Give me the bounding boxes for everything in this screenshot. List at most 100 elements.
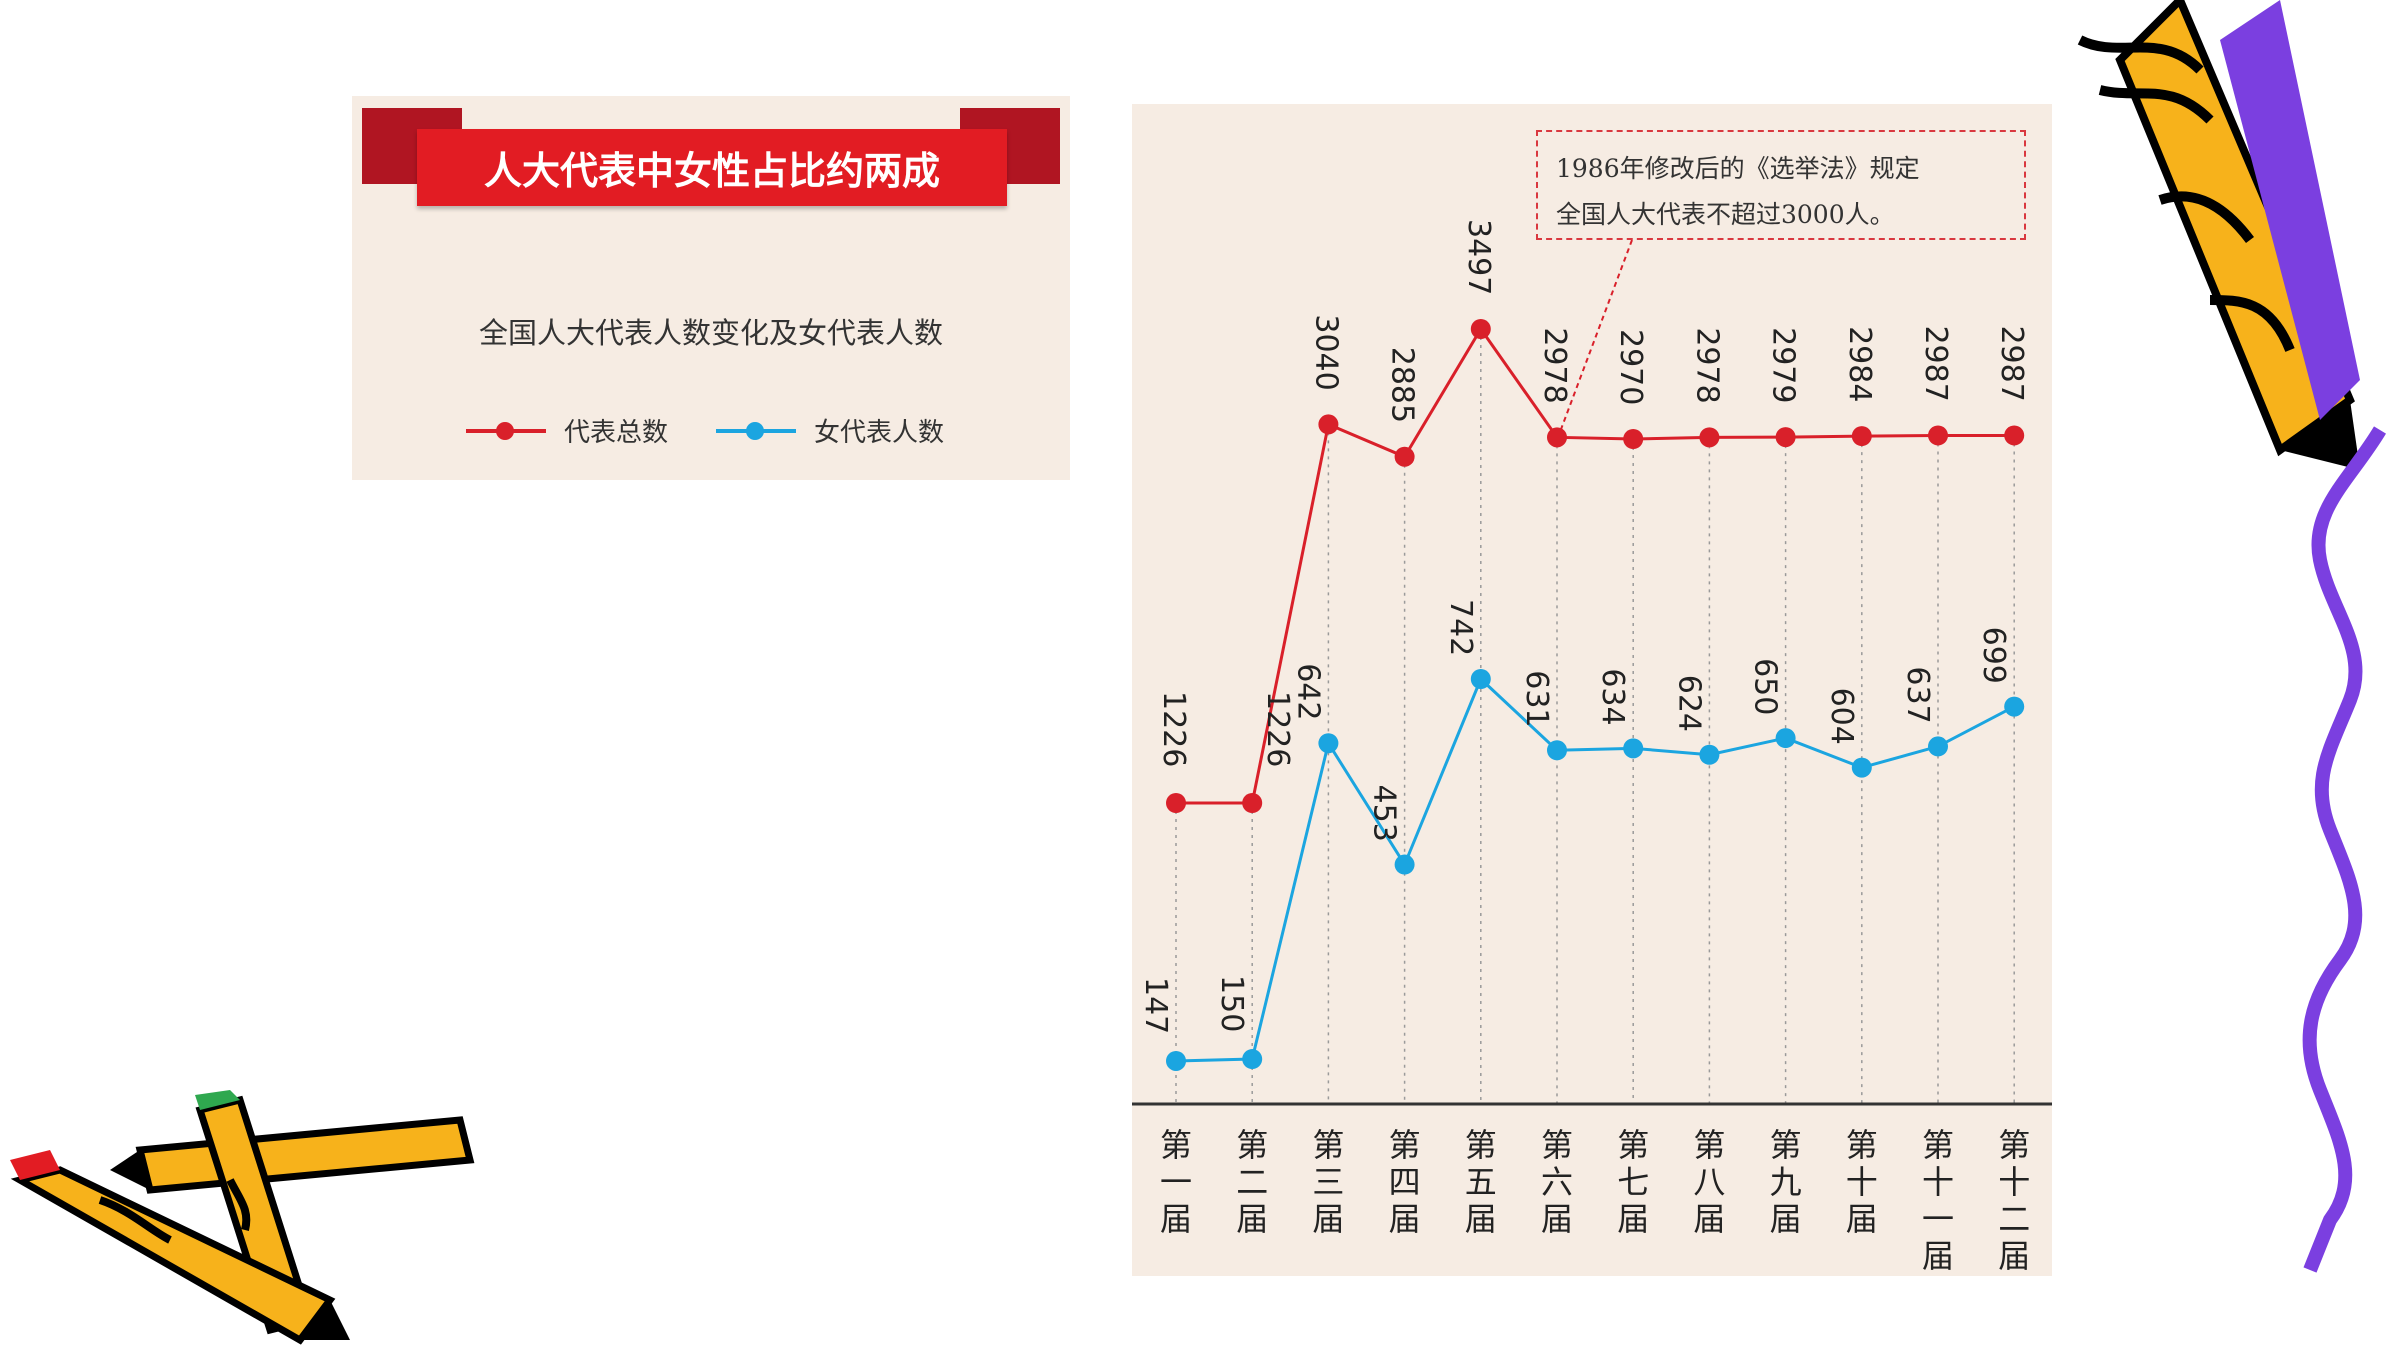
x-tick-label: 届 bbox=[1160, 1200, 1192, 1238]
x-tick-label: 五 bbox=[1465, 1163, 1497, 1201]
x-tick-label: 一 bbox=[1922, 1200, 1954, 1238]
female-value-label: 453 bbox=[1367, 785, 1402, 842]
total-point bbox=[1242, 793, 1263, 813]
female-point bbox=[1928, 736, 1948, 757]
legend-label-total: 代表总数 bbox=[564, 418, 669, 448]
total-point bbox=[1547, 427, 1567, 448]
total-value-label: 1226 bbox=[1260, 691, 1295, 767]
pencil-icon bbox=[10, 1090, 475, 1345]
x-tick-label: 十 bbox=[1846, 1163, 1878, 1201]
x-tick-label: 届 bbox=[1617, 1200, 1649, 1238]
x-tick-label: 十 bbox=[1922, 1163, 1954, 1201]
total-value-label: 3040 bbox=[1308, 314, 1343, 390]
x-tick-label: 一 bbox=[1160, 1163, 1192, 1201]
x-tick-label: 十 bbox=[1998, 1163, 2030, 1201]
x-tick-label: 八 bbox=[1693, 1163, 1725, 1201]
female-value-label: 150 bbox=[1214, 975, 1249, 1032]
female-value-label: 742 bbox=[1443, 599, 1478, 656]
x-tick-label: 第 bbox=[1236, 1126, 1268, 1164]
chart-title: 人大代表中女性占比约两成 bbox=[417, 129, 1007, 206]
total-value-label: 2970 bbox=[1613, 329, 1648, 405]
total-value-label: 2987 bbox=[1918, 325, 1953, 401]
x-tick-label: 届 bbox=[1236, 1200, 1268, 1238]
total-series-line bbox=[1176, 326, 2015, 805]
x-tick-label: 届 bbox=[1846, 1200, 1878, 1238]
total-value-label: 2978 bbox=[1537, 327, 1572, 403]
x-tick-label: 四 bbox=[1389, 1163, 1421, 1201]
total-point bbox=[1851, 426, 1872, 447]
x-tick-label: 二 bbox=[1998, 1200, 2030, 1238]
female-point bbox=[1318, 733, 1339, 754]
annotation-line-2: 全国人大代表不超过3000人。 bbox=[1556, 200, 1895, 229]
x-tick-label: 届 bbox=[1693, 1200, 1725, 1238]
x-tick-label: 第 bbox=[1846, 1126, 1878, 1164]
x-tick-label: 届 bbox=[1541, 1200, 1573, 1238]
total-value-label: 2979 bbox=[1766, 327, 1801, 403]
total-point bbox=[2004, 425, 2025, 446]
annotation-line-1: 1986年修改后的《选举法》规定 bbox=[1556, 154, 1920, 183]
female-value-label: 699 bbox=[1976, 627, 2011, 684]
x-tick-label: 二 bbox=[1236, 1163, 1268, 1201]
total-value-label: 2885 bbox=[1385, 347, 1420, 423]
total-point bbox=[1775, 427, 1796, 448]
legend-line-blue-icon bbox=[716, 421, 796, 440]
pencil-icon bbox=[2077, 0, 2360, 470]
legend-item-total: 代表总数 bbox=[466, 412, 668, 449]
x-tick-label: 第 bbox=[1998, 1126, 2030, 1164]
female-point bbox=[1242, 1049, 1263, 1070]
x-tick-label: 第 bbox=[1617, 1126, 1649, 1164]
x-tick-label: 届 bbox=[1312, 1200, 1344, 1238]
x-tick-label: 九 bbox=[1770, 1163, 1802, 1201]
total-point bbox=[1699, 427, 1720, 448]
x-tick-label: 三 bbox=[1312, 1163, 1344, 1201]
female-point bbox=[2004, 696, 2025, 717]
total-point bbox=[1394, 446, 1415, 467]
total-point bbox=[1470, 319, 1491, 339]
squiggle-line bbox=[2302, 426, 2387, 1273]
female-point bbox=[1470, 669, 1491, 689]
female-point bbox=[1394, 854, 1415, 875]
female-series-line bbox=[1175, 676, 2015, 1063]
female-point bbox=[1775, 728, 1796, 749]
female-point bbox=[1623, 738, 1644, 759]
title-legend-panel: 人大代表中女性占比约两成 全国人大代表人数变化及女代表人数 代表总数 女代表人数 bbox=[352, 96, 1070, 480]
total-value-label: 2984 bbox=[1842, 326, 1877, 402]
x-tick-label: 第 bbox=[1389, 1126, 1421, 1164]
x-tick-label: 第 bbox=[1922, 1126, 1954, 1164]
female-value-label: 147 bbox=[1138, 977, 1173, 1034]
line-chart: 1226 1226 3040 2885 3497 2978 2970 2978 2979 2984… bbox=[1132, 219, 2052, 1275]
x-tick-label: 第 bbox=[1160, 1126, 1192, 1164]
legend-item-female: 女代表人数 bbox=[716, 412, 944, 449]
x-tick-label: 第 bbox=[1693, 1126, 1725, 1164]
total-value-label: 3497 bbox=[1461, 219, 1496, 295]
legend-label-female: 女代表人数 bbox=[814, 418, 945, 448]
female-point bbox=[1699, 744, 1720, 765]
x-tick-label: 届 bbox=[1998, 1237, 2030, 1275]
total-point bbox=[1623, 428, 1644, 449]
x-tick-label: 七 bbox=[1617, 1163, 1649, 1201]
female-value-label: 637 bbox=[1900, 666, 1935, 723]
female-value-label: 604 bbox=[1824, 688, 1859, 745]
x-tick-label: 届 bbox=[1389, 1200, 1421, 1238]
annotation-connector bbox=[1560, 239, 1633, 430]
total-value-label: 1226 bbox=[1156, 691, 1191, 767]
x-tick-label: 第 bbox=[1770, 1126, 1802, 1164]
total-value-label: 2978 bbox=[1689, 327, 1724, 403]
annotation-box: 1986年修改后的《选举法》规定 全国人大代表不超过3000人。 bbox=[1536, 130, 2026, 240]
female-value-label: 650 bbox=[1748, 658, 1783, 715]
female-value-label: 624 bbox=[1671, 675, 1706, 732]
x-tick-label: 第 bbox=[1541, 1126, 1573, 1164]
female-point bbox=[1547, 740, 1567, 761]
x-tick-label: 六 bbox=[1541, 1163, 1573, 1201]
chart-subtitle: 全国人大代表人数变化及女代表人数 bbox=[478, 316, 943, 350]
female-point bbox=[1166, 1050, 1186, 1071]
chart-panel: 1226 1226 3040 2885 3497 2978 2970 2978 2979 2984… bbox=[1132, 104, 2052, 1276]
x-tick-label: 第 bbox=[1312, 1126, 1344, 1164]
female-value-label: 631 bbox=[1519, 670, 1554, 727]
total-point bbox=[1166, 793, 1186, 813]
female-point bbox=[1851, 757, 1872, 778]
total-point bbox=[1928, 425, 1948, 446]
legend-line-red-icon bbox=[466, 421, 546, 440]
x-tick-label: 届 bbox=[1770, 1200, 1802, 1238]
female-value-label: 634 bbox=[1595, 668, 1630, 725]
